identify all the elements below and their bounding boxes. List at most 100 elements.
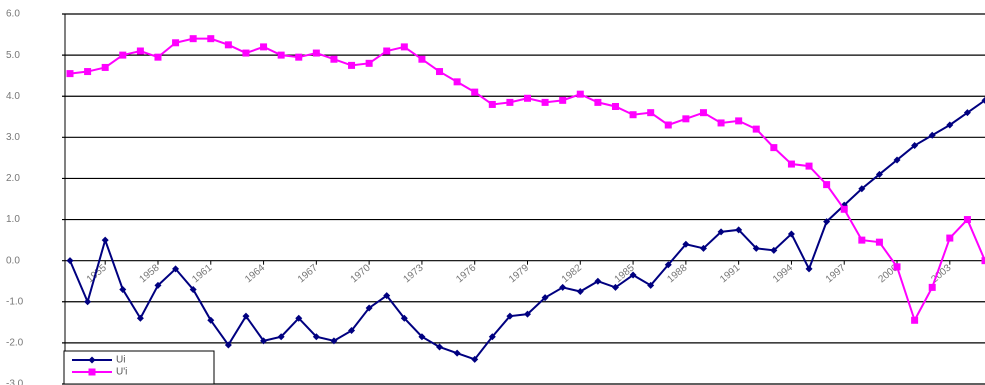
x-tick-label: 1961 bbox=[190, 262, 214, 285]
point bbox=[629, 111, 637, 119]
point bbox=[453, 78, 461, 86]
point bbox=[981, 96, 985, 104]
point bbox=[242, 312, 250, 320]
point bbox=[911, 142, 919, 150]
x-tick-label: 1973 bbox=[401, 262, 425, 285]
point bbox=[946, 121, 954, 129]
point bbox=[735, 117, 743, 125]
point bbox=[488, 100, 496, 108]
point bbox=[189, 35, 197, 43]
point bbox=[770, 144, 778, 152]
point bbox=[224, 41, 232, 49]
point bbox=[84, 298, 92, 306]
point bbox=[752, 244, 760, 252]
point bbox=[189, 285, 197, 293]
point bbox=[436, 343, 444, 351]
point bbox=[787, 230, 795, 238]
point bbox=[242, 49, 250, 57]
point bbox=[823, 218, 831, 226]
point bbox=[858, 236, 866, 244]
point bbox=[277, 51, 285, 59]
point bbox=[805, 265, 813, 273]
point bbox=[717, 119, 725, 127]
x-tick-label: 1967 bbox=[296, 262, 320, 285]
legend-label: Ui bbox=[116, 355, 125, 366]
point bbox=[541, 294, 549, 302]
point bbox=[136, 47, 144, 55]
point bbox=[699, 244, 707, 252]
legend-marker bbox=[88, 368, 96, 376]
point bbox=[101, 63, 109, 71]
point bbox=[66, 70, 74, 78]
point bbox=[735, 226, 743, 234]
point bbox=[911, 316, 919, 324]
y-tick-label: 1.0 bbox=[6, 214, 20, 225]
point bbox=[101, 236, 109, 244]
point bbox=[963, 109, 971, 117]
point bbox=[611, 103, 619, 110]
point bbox=[348, 61, 356, 69]
point bbox=[154, 281, 162, 289]
point bbox=[383, 292, 391, 300]
legend-marker bbox=[88, 356, 96, 364]
point bbox=[277, 333, 285, 341]
point bbox=[594, 277, 602, 285]
point bbox=[928, 131, 936, 139]
point bbox=[330, 55, 338, 63]
point bbox=[524, 310, 531, 318]
x-tick-label: 1994 bbox=[771, 262, 795, 285]
point bbox=[224, 341, 232, 349]
point bbox=[928, 283, 936, 291]
x-tick-label: 1991 bbox=[718, 262, 742, 285]
point bbox=[963, 216, 971, 224]
point bbox=[154, 53, 162, 61]
point bbox=[400, 314, 408, 322]
point bbox=[805, 162, 813, 170]
point bbox=[295, 53, 303, 61]
point bbox=[717, 228, 725, 236]
point bbox=[312, 333, 320, 341]
point bbox=[752, 125, 760, 133]
point bbox=[506, 312, 514, 320]
point bbox=[559, 96, 567, 104]
point bbox=[471, 355, 479, 363]
point bbox=[875, 238, 883, 246]
series-line bbox=[69, 99, 985, 361]
point bbox=[559, 283, 567, 291]
point bbox=[312, 49, 320, 57]
point bbox=[664, 261, 672, 269]
x-tick-label: 1997 bbox=[824, 262, 848, 285]
point bbox=[365, 59, 373, 67]
y-tick-label: -1.0 bbox=[6, 296, 24, 307]
point bbox=[488, 333, 496, 341]
point bbox=[541, 98, 549, 106]
legend-box bbox=[63, 350, 215, 385]
point bbox=[682, 240, 690, 248]
x-tick-label: 1964 bbox=[243, 262, 267, 285]
point bbox=[946, 234, 954, 242]
point bbox=[576, 288, 584, 295]
point bbox=[506, 98, 514, 106]
point bbox=[348, 327, 356, 335]
point bbox=[84, 68, 92, 76]
point bbox=[787, 160, 795, 168]
point bbox=[770, 246, 778, 254]
point bbox=[365, 304, 373, 312]
y-tick-label: -2.0 bbox=[6, 338, 24, 349]
point bbox=[418, 333, 426, 341]
point bbox=[858, 185, 866, 193]
point bbox=[594, 98, 602, 106]
point bbox=[453, 349, 461, 357]
point bbox=[418, 55, 426, 63]
series-line bbox=[69, 37, 985, 323]
point bbox=[172, 39, 180, 47]
y-tick-label: 6.0 bbox=[6, 9, 20, 20]
point bbox=[119, 285, 127, 293]
point bbox=[207, 316, 215, 324]
legend: UiU'i bbox=[63, 350, 215, 385]
y-tick-label: 2.0 bbox=[6, 173, 20, 184]
y-tick-label: 5.0 bbox=[6, 50, 20, 61]
x-tick-label: 1970 bbox=[349, 262, 373, 285]
point bbox=[524, 94, 531, 102]
